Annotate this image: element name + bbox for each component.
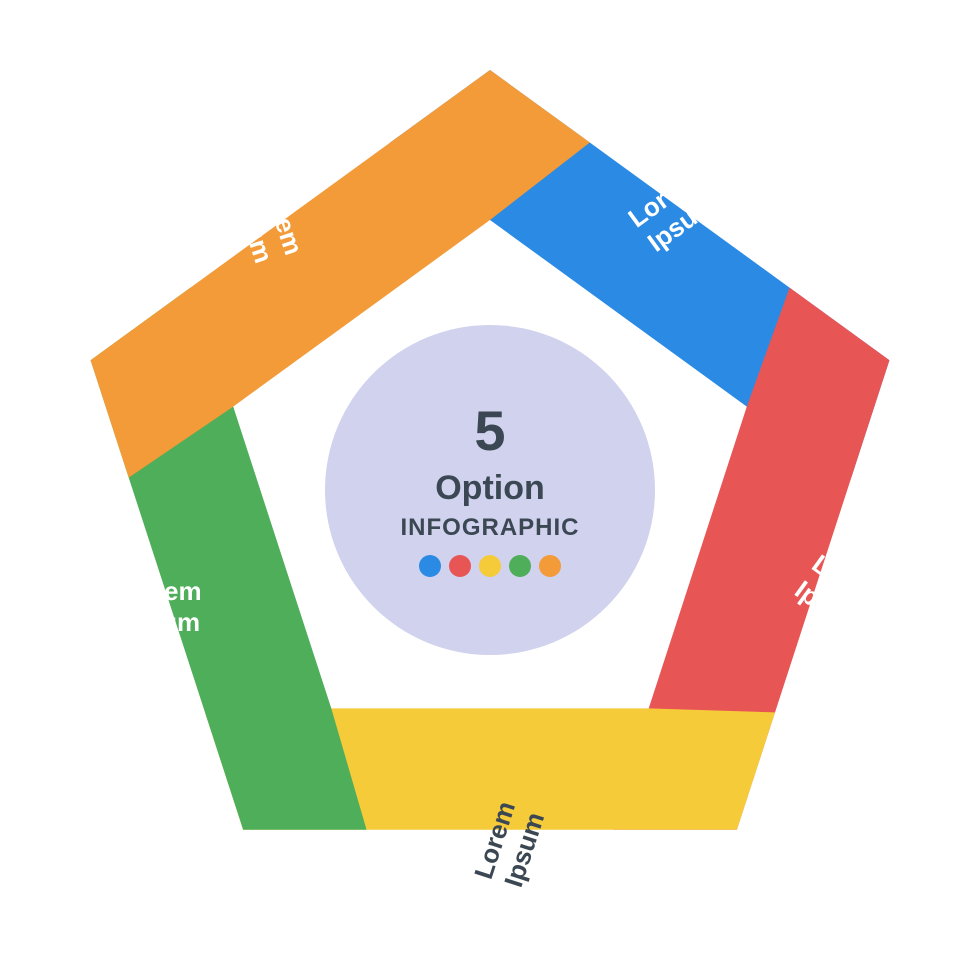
seg-green-label: LoremIpsum — [122, 575, 201, 637]
center-dot — [539, 555, 561, 577]
center-dot — [449, 555, 471, 577]
center-dot — [419, 555, 441, 577]
center-circle: 5 Option INFOGRAPHIC — [325, 325, 655, 655]
center-word: Option — [435, 469, 545, 508]
center-dot — [509, 555, 531, 577]
center-dot — [479, 555, 501, 577]
center-sub: INFOGRAPHIC — [401, 514, 580, 542]
center-dots — [419, 555, 561, 577]
infographic-stage: 5 Option INFOGRAPHIC LoremIpsumLoremIpsu… — [0, 0, 980, 980]
center-number: 5 — [474, 403, 505, 459]
